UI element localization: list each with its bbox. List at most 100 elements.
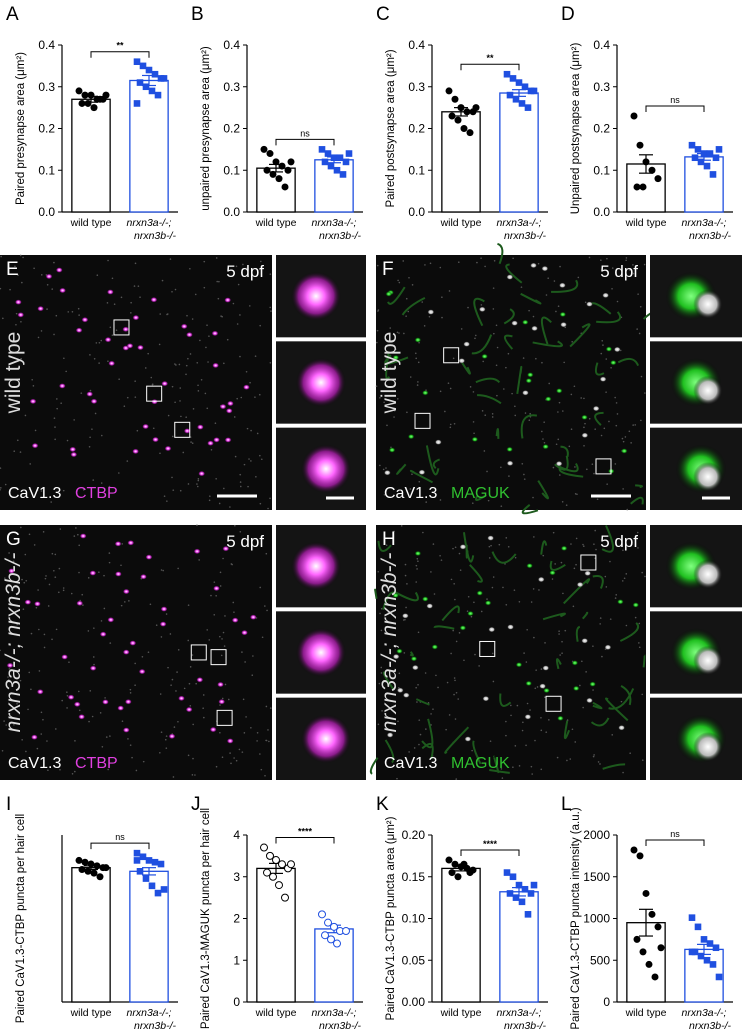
noise xyxy=(424,264,426,266)
noise xyxy=(55,628,58,631)
noise xyxy=(639,305,642,308)
noise xyxy=(470,615,473,618)
noise xyxy=(171,678,174,681)
noise xyxy=(30,688,32,691)
data-point xyxy=(642,158,650,166)
noise xyxy=(126,460,129,462)
puncta xyxy=(76,600,84,607)
micrograph xyxy=(0,525,272,780)
y-tick-label: 0.1 xyxy=(408,163,425,177)
noise xyxy=(256,740,258,742)
noise xyxy=(417,683,419,686)
noise xyxy=(250,726,252,729)
noise xyxy=(258,393,261,396)
noise xyxy=(53,417,56,419)
noise xyxy=(514,414,517,417)
neurite xyxy=(532,340,563,348)
puncta xyxy=(414,550,422,557)
neurite xyxy=(499,693,512,707)
data-point xyxy=(524,104,532,111)
noise xyxy=(529,412,531,415)
puncta xyxy=(59,287,67,294)
puncta xyxy=(196,424,204,430)
noise xyxy=(614,597,617,599)
data-point xyxy=(503,869,511,876)
noise xyxy=(45,575,47,577)
roi-box xyxy=(414,412,431,429)
noise xyxy=(80,392,83,394)
noise xyxy=(210,449,213,451)
data-point xyxy=(515,881,523,889)
noise xyxy=(592,645,594,647)
noise xyxy=(194,293,197,296)
genotype-label: nrxn3a-/-; nrxn3b-/- xyxy=(2,553,25,733)
noise xyxy=(24,414,27,417)
data-point xyxy=(712,154,720,162)
puncta xyxy=(539,683,547,689)
data-point xyxy=(648,166,656,174)
noise xyxy=(582,706,584,709)
noise xyxy=(599,763,601,765)
noise xyxy=(4,483,7,486)
noise xyxy=(418,719,421,721)
noise xyxy=(32,385,35,387)
noise xyxy=(196,362,199,364)
data-point xyxy=(275,175,283,183)
noise xyxy=(87,630,90,632)
neurite xyxy=(520,414,538,439)
panel-label: E xyxy=(6,259,19,280)
inset-puncta xyxy=(693,462,723,492)
noise xyxy=(264,774,266,777)
noise xyxy=(219,704,221,706)
puncta xyxy=(193,548,201,555)
noise xyxy=(208,499,211,502)
neurite xyxy=(549,560,566,571)
noise xyxy=(450,652,452,655)
noise xyxy=(183,687,186,690)
neurite xyxy=(505,263,523,284)
data-point xyxy=(102,91,110,99)
puncta xyxy=(211,330,219,337)
noise xyxy=(574,466,576,468)
noise xyxy=(265,705,268,708)
puncta xyxy=(117,705,125,711)
data-point xyxy=(318,910,326,919)
noise xyxy=(208,335,210,337)
noise xyxy=(78,544,81,547)
noise xyxy=(566,759,568,762)
neurite xyxy=(575,625,581,642)
noise xyxy=(441,316,443,319)
noise xyxy=(501,777,504,779)
noise xyxy=(22,608,25,610)
noise xyxy=(568,445,571,448)
noise xyxy=(384,680,386,682)
puncta xyxy=(37,305,45,312)
noise xyxy=(258,268,261,271)
noise xyxy=(103,574,105,577)
noise xyxy=(417,631,420,634)
data-point xyxy=(700,936,708,943)
y-tick-label: 1500 xyxy=(583,870,610,884)
noise xyxy=(74,740,76,742)
noise xyxy=(25,579,28,582)
noise xyxy=(30,632,33,635)
noise xyxy=(386,424,388,427)
puncta xyxy=(531,325,539,332)
noise xyxy=(177,649,180,651)
noise xyxy=(547,277,549,280)
noise xyxy=(585,671,587,673)
puncta xyxy=(8,568,16,574)
puncta xyxy=(207,440,215,446)
noise xyxy=(396,331,399,334)
noise xyxy=(71,311,74,313)
noise xyxy=(505,720,507,723)
data-point xyxy=(75,856,83,864)
neurite xyxy=(596,311,622,324)
noise xyxy=(167,414,170,417)
puncta xyxy=(620,448,628,454)
puncta xyxy=(132,314,140,321)
noise xyxy=(59,768,61,771)
noise xyxy=(16,702,18,705)
noise xyxy=(559,654,561,656)
panel-label: C xyxy=(376,4,390,25)
